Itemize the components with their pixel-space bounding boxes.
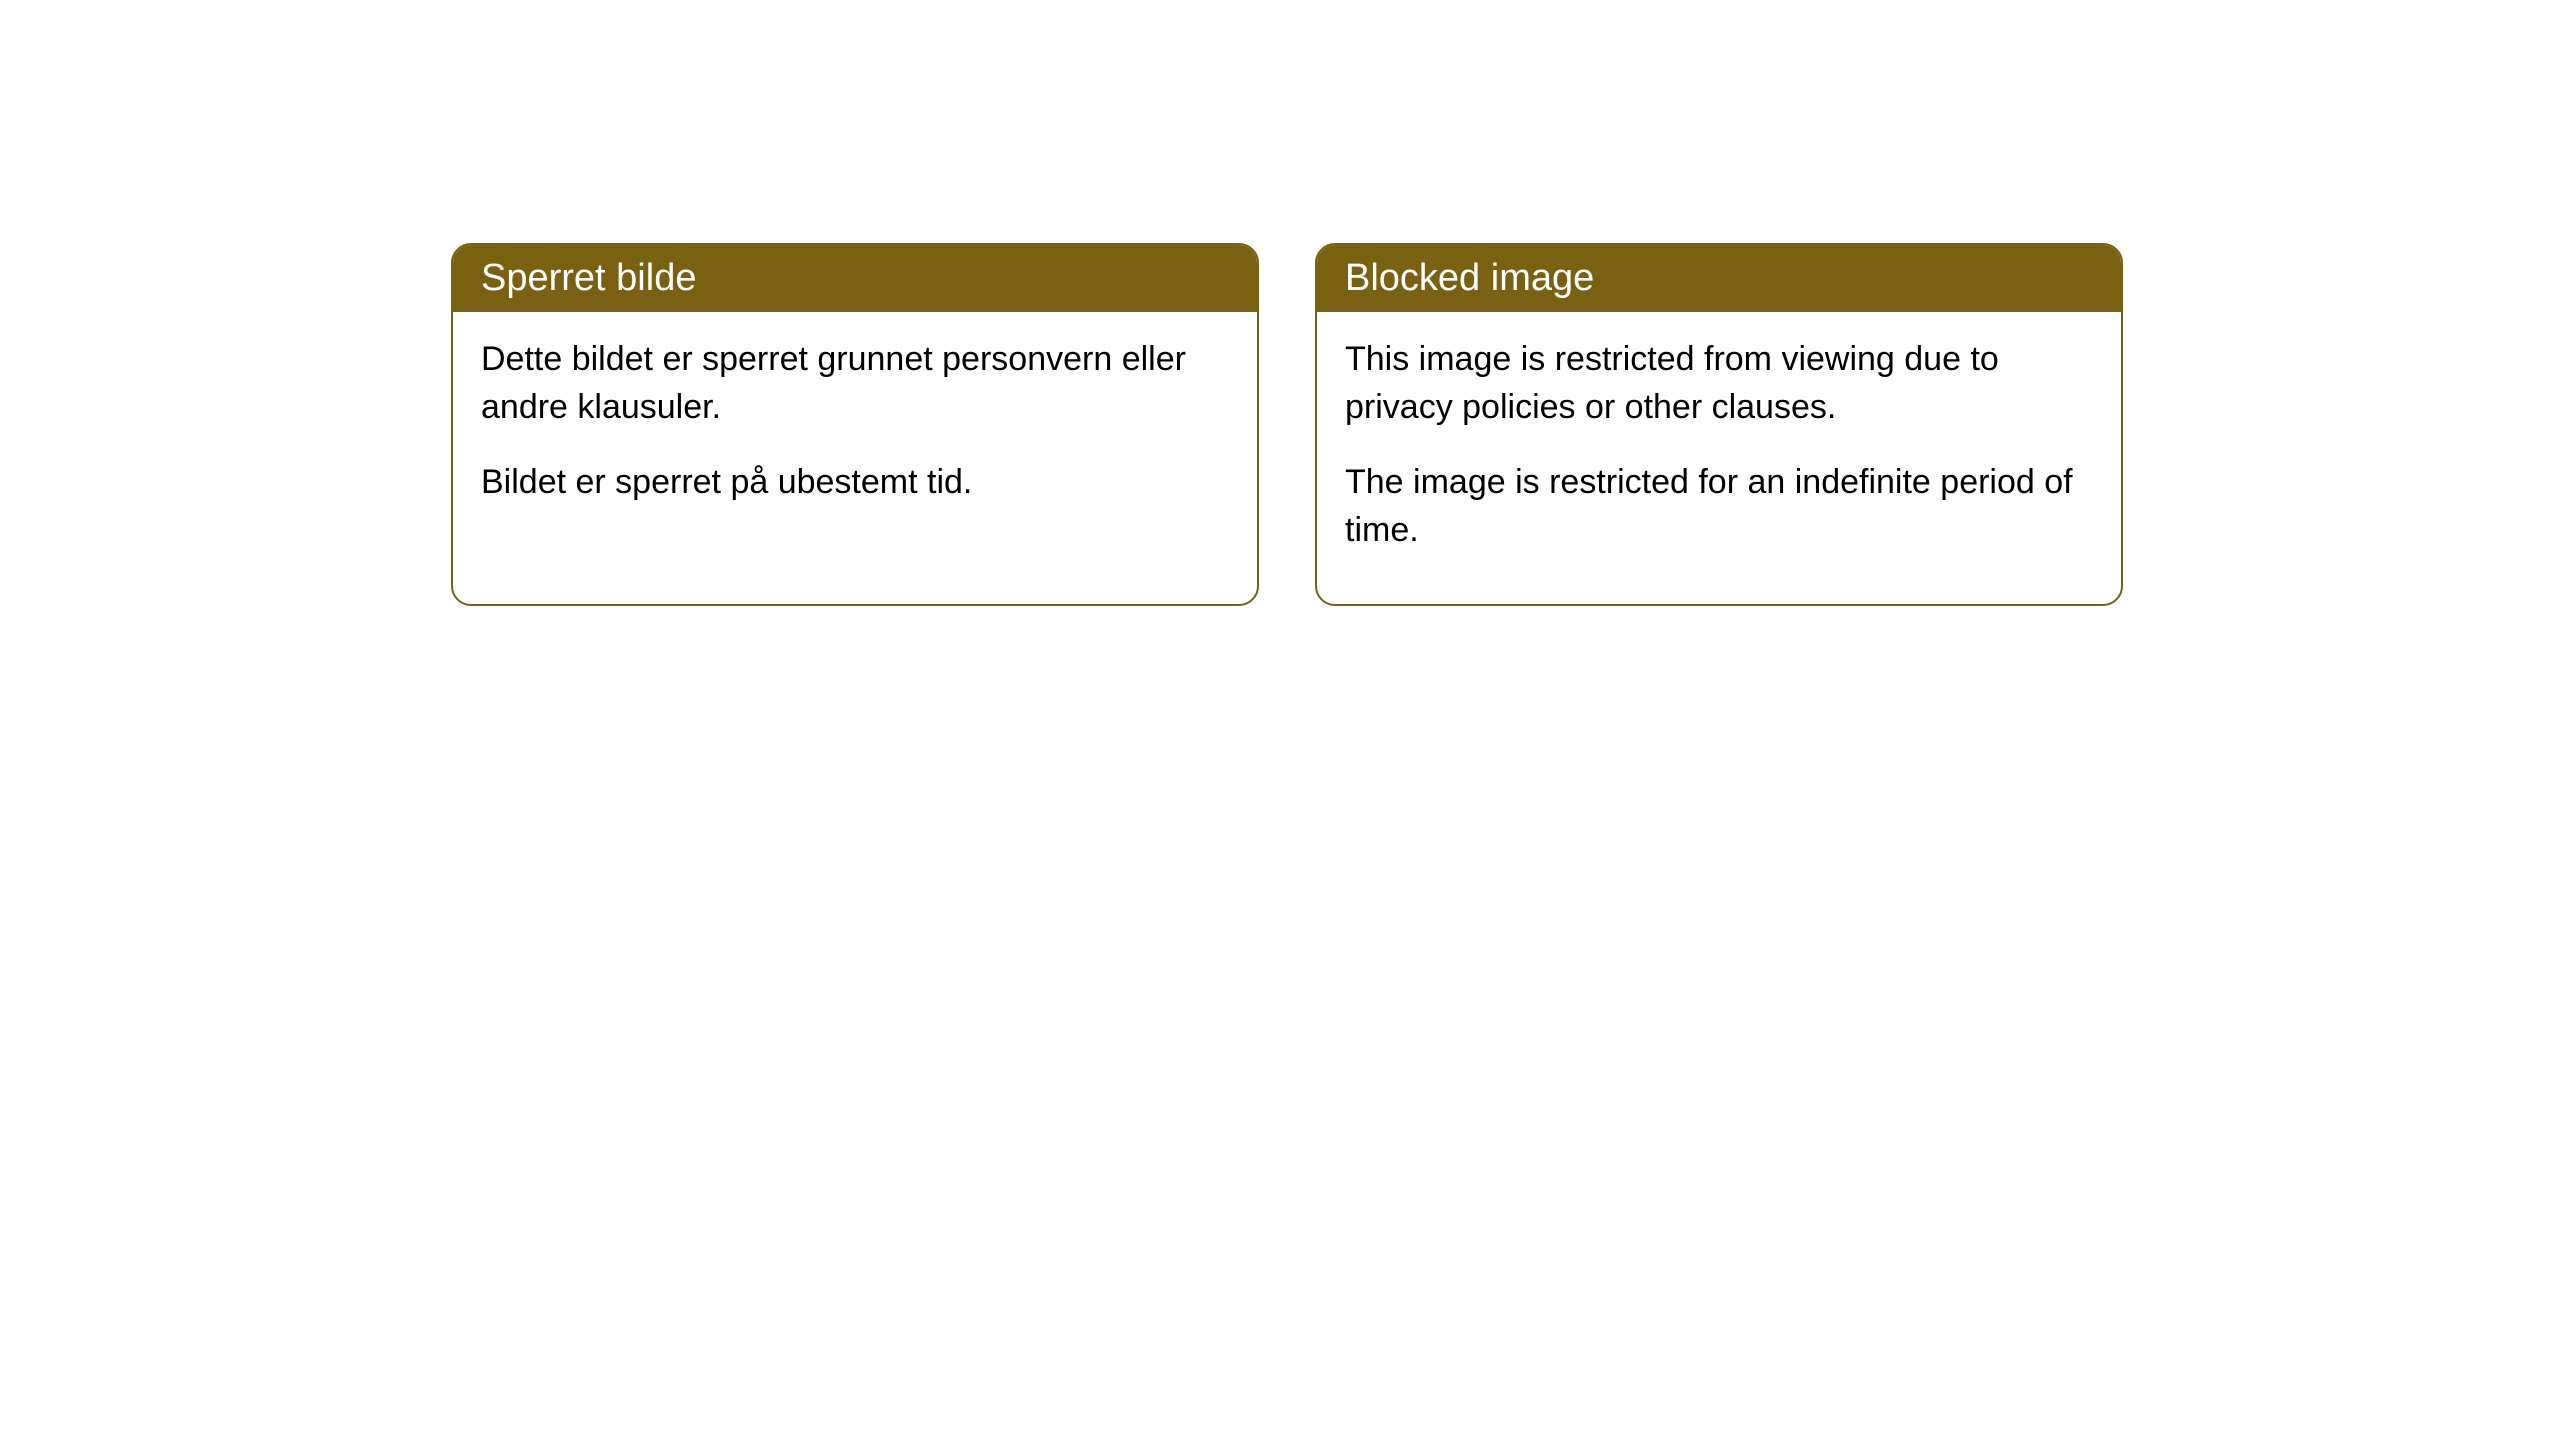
card-body: This image is restricted from viewing du…	[1317, 312, 2121, 604]
card-paragraph: Dette bildet er sperret grunnet personve…	[481, 336, 1229, 431]
blocked-image-card-english: Blocked image This image is restricted f…	[1315, 243, 2123, 606]
card-paragraph: Bildet er sperret på ubestemt tid.	[481, 459, 1229, 507]
card-paragraph: The image is restricted for an indefinit…	[1345, 459, 2093, 554]
card-title: Sperret bilde	[481, 257, 696, 299]
card-header: Sperret bilde	[453, 245, 1257, 312]
card-title: Blocked image	[1345, 257, 1594, 299]
cards-container: Sperret bilde Dette bildet er sperret gr…	[451, 243, 2123, 606]
blocked-image-card-norwegian: Sperret bilde Dette bildet er sperret gr…	[451, 243, 1259, 606]
card-body: Dette bildet er sperret grunnet personve…	[453, 312, 1257, 557]
card-header: Blocked image	[1317, 245, 2121, 312]
card-paragraph: This image is restricted from viewing du…	[1345, 336, 2093, 431]
